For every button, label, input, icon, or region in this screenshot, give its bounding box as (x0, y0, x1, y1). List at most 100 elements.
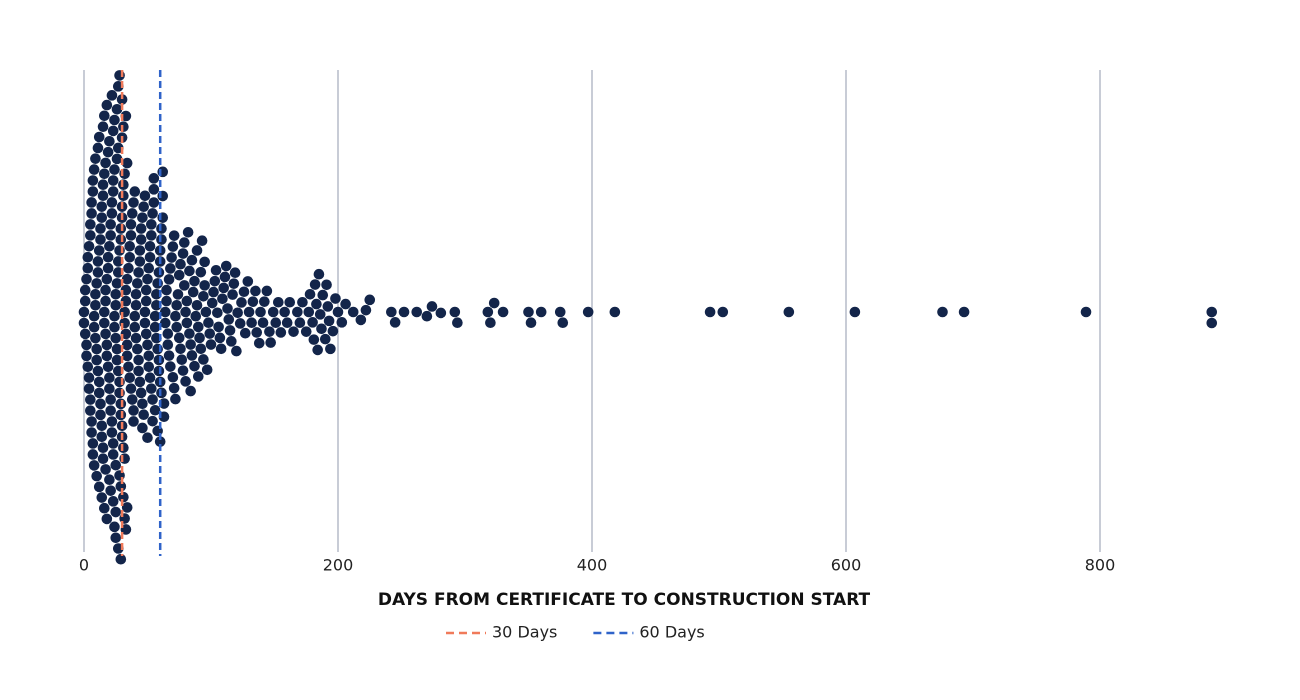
dot (609, 306, 621, 318)
dot (582, 306, 594, 318)
dot (227, 289, 238, 300)
dot (255, 306, 266, 318)
x-tick-label: 800 (1085, 556, 1116, 575)
dot (224, 325, 236, 336)
dot (172, 289, 184, 300)
dot (279, 306, 290, 318)
dot (218, 282, 229, 294)
dot (190, 310, 202, 322)
dot (101, 513, 113, 525)
dot (360, 304, 372, 316)
dot (159, 317, 171, 329)
dot (107, 175, 119, 186)
dot (100, 157, 111, 169)
dot (93, 481, 105, 493)
dot (311, 298, 322, 310)
dot (78, 306, 90, 318)
dot (92, 365, 104, 377)
dot (849, 306, 861, 318)
dot (134, 245, 146, 256)
dot (140, 328, 152, 340)
dot (85, 230, 96, 241)
dot (557, 317, 569, 329)
dot (184, 265, 195, 277)
dot (110, 299, 122, 311)
dot (265, 337, 276, 348)
dot (168, 382, 180, 394)
dot (83, 383, 95, 395)
dot (222, 303, 233, 314)
dot (88, 310, 100, 322)
dot (93, 387, 105, 399)
dot (330, 293, 341, 304)
dot (143, 262, 155, 274)
dot (307, 317, 318, 328)
dot (347, 306, 359, 318)
dot (95, 409, 106, 421)
dot (118, 190, 129, 202)
dot (132, 278, 143, 289)
dot (321, 279, 332, 291)
dot (146, 219, 157, 230)
dot (309, 279, 321, 290)
dot (140, 284, 152, 296)
dot (275, 327, 287, 338)
dot (170, 310, 181, 322)
dot (186, 350, 198, 361)
dot (88, 460, 100, 471)
dot (79, 328, 91, 340)
legend-label: 30 Days (492, 623, 557, 642)
dot (143, 350, 155, 362)
dot (83, 240, 95, 252)
dot (161, 295, 172, 307)
dot (87, 449, 99, 460)
dot (147, 394, 158, 405)
dot (134, 376, 146, 388)
dot (386, 306, 397, 318)
dot (115, 223, 127, 234)
dot (242, 276, 254, 287)
dot (153, 365, 165, 377)
dot (247, 296, 259, 307)
dot (121, 502, 133, 513)
dot (118, 442, 129, 454)
dot (205, 339, 217, 350)
dot (325, 343, 336, 355)
dot (100, 328, 111, 340)
dot (148, 197, 160, 208)
dot (121, 339, 133, 351)
dot (123, 262, 134, 274)
x-tick-label: 0 (79, 556, 89, 575)
dot (130, 299, 142, 311)
dot (201, 364, 213, 376)
dot (101, 273, 113, 285)
dot (130, 288, 142, 300)
dot (128, 416, 139, 427)
dot (292, 306, 303, 318)
dot (217, 293, 228, 305)
dot (340, 298, 351, 310)
dot (109, 310, 120, 322)
x-tick-label: 400 (577, 556, 608, 575)
dot (147, 208, 158, 219)
dot (214, 332, 226, 344)
dot (78, 317, 90, 329)
dot (88, 164, 100, 175)
dot (133, 354, 144, 366)
dot (93, 131, 105, 143)
dot (128, 197, 139, 208)
dot (105, 219, 116, 230)
dot (96, 201, 108, 212)
dot (162, 328, 174, 340)
dot (488, 297, 500, 309)
dot (121, 273, 133, 285)
dot (154, 436, 166, 447)
dot (210, 264, 222, 276)
dot (355, 314, 367, 326)
dot (199, 256, 210, 268)
dot (332, 306, 344, 318)
dot (106, 197, 118, 208)
dot (261, 285, 273, 297)
dot (185, 385, 196, 397)
dot (177, 248, 189, 259)
